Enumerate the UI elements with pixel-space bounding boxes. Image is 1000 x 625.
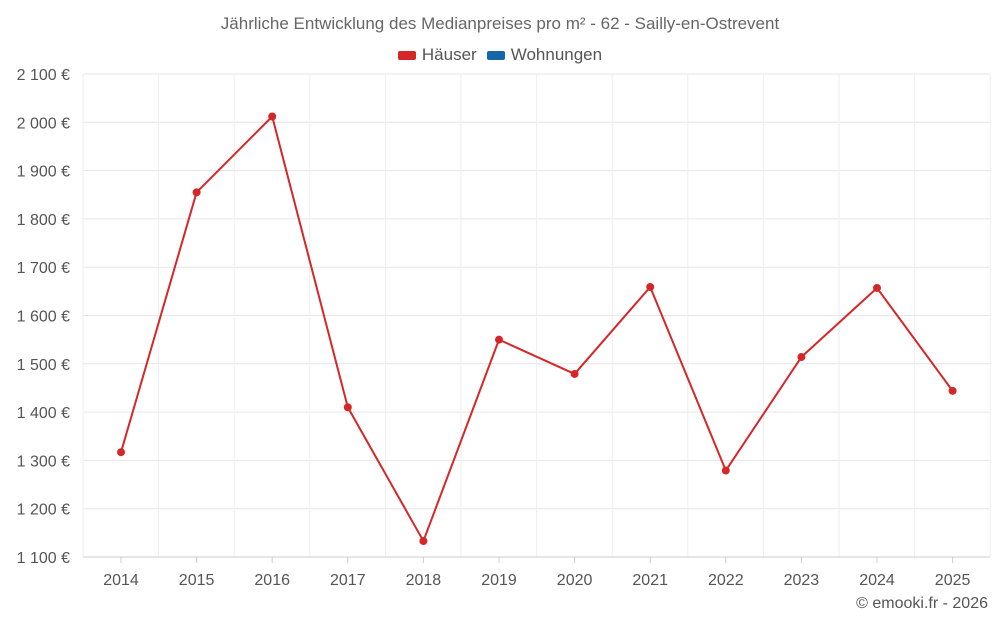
legend-item-wohnungen[interactable]: Wohnungen <box>486 45 603 65</box>
data-point <box>721 466 730 475</box>
y-tick-label: 1 400 € <box>17 405 70 422</box>
x-tick-label: 2019 <box>481 572 517 589</box>
legend-item-haeuser[interactable]: Häuser <box>397 45 477 65</box>
x-tick-label: 2018 <box>406 572 442 589</box>
y-tick-label: 1 200 € <box>17 502 70 519</box>
credit-text: © emooki.fr - 2026 <box>856 595 988 612</box>
x-tick-label: 2016 <box>254 572 290 589</box>
y-tick-label: 1 800 € <box>17 212 70 229</box>
x-tick-label: 2021 <box>632 572 668 589</box>
y-tick-label: 2 000 € <box>17 115 70 132</box>
data-point <box>948 386 957 395</box>
y-tick-label: 1 600 € <box>17 309 70 326</box>
x-tick-label: 2015 <box>179 572 215 589</box>
chart-legend: Häuser Wohnungen <box>0 45 1000 65</box>
y-tick-label: 2 100 € <box>17 67 70 84</box>
x-tick-label: 2020 <box>557 572 593 589</box>
x-tick-label: 2014 <box>103 572 139 589</box>
data-point <box>419 537 428 546</box>
chart-title: Jährliche Entwicklung des Medianpreises … <box>220 14 780 33</box>
y-tick-label: 1 900 € <box>17 164 70 181</box>
data-point <box>873 283 881 292</box>
x-tick-label: 2017 <box>330 572 366 589</box>
x-tick-label: 2023 <box>784 572 820 589</box>
y-tick-label: 1 700 € <box>17 260 70 277</box>
legend-label-haeuser: Häuser <box>421 45 477 64</box>
data-point <box>570 369 579 378</box>
y-tick-label: 1 300 € <box>17 453 70 470</box>
series-line-haeuser <box>120 115 954 543</box>
data-point <box>117 448 125 457</box>
legend-swatch-wohnungen <box>486 50 505 60</box>
data-point <box>268 112 277 121</box>
legend-swatch-haeuser <box>397 50 416 60</box>
x-tick-label: 2025 <box>935 572 971 589</box>
y-tick-label: 1 100 € <box>17 550 70 567</box>
x-tick-label: 2022 <box>708 572 744 589</box>
data-point <box>343 403 352 412</box>
x-tick-label: 2024 <box>859 572 895 589</box>
data-point <box>495 335 503 344</box>
data-point <box>646 283 655 292</box>
data-point <box>797 353 806 362</box>
legend-label-wohnungen: Wohnungen <box>510 45 603 64</box>
y-tick-label: 1 500 € <box>17 357 70 374</box>
data-point <box>192 188 201 197</box>
